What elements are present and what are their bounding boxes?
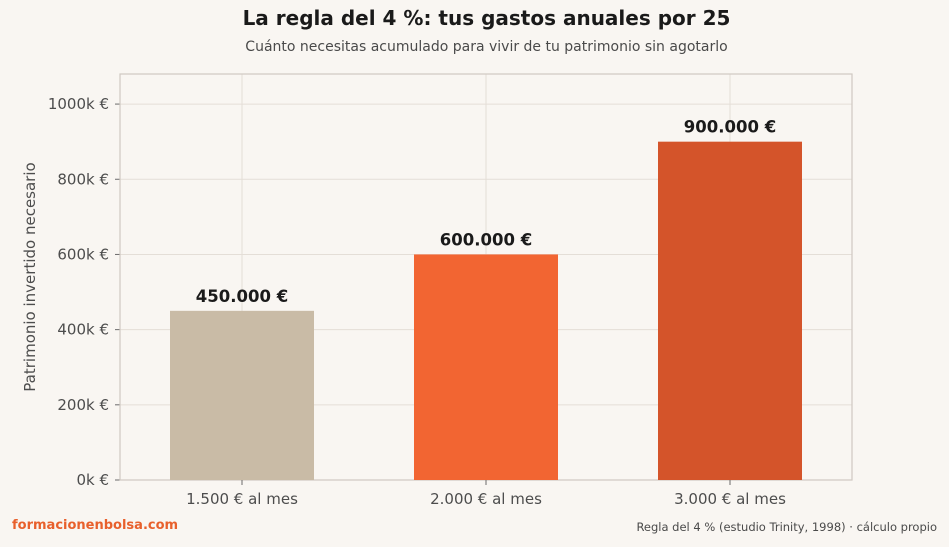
y-tick-label: 600k € <box>57 245 109 263</box>
x-tick-label: 3.000 € al mes <box>674 490 786 508</box>
brand-link[interactable]: formacionenbolsa.com <box>12 518 179 533</box>
bar <box>414 254 558 480</box>
y-tick-label: 400k € <box>57 321 109 339</box>
data-label: 900.000 € <box>684 118 776 137</box>
y-tick-label: 200k € <box>57 396 109 414</box>
x-tick-label: 1.500 € al mes <box>186 490 298 508</box>
bars-layer <box>170 141 802 480</box>
bar <box>658 141 802 480</box>
labels-layer: 0k € 200k € 400k € 600k € 800k € 1000k € 450.0… <box>48 95 786 508</box>
y-tick-label: 0k € <box>76 471 109 489</box>
data-label: 600.000 € <box>440 230 532 249</box>
source-note: Regla del 4 % (estudio Trinity, 1998) · … <box>636 520 937 534</box>
chart-title: La regla del 4 %: tus gastos anuales por… <box>242 6 731 30</box>
bar <box>170 310 314 480</box>
y-axis-title: Patrimonio invertido necesario <box>21 162 39 391</box>
data-label: 450.000 € <box>196 287 288 306</box>
y-tick-label: 1000k € <box>48 95 109 113</box>
chart-subtitle: Cuánto necesitas acumulado para vivir de… <box>245 39 728 55</box>
y-tick-label: 800k € <box>57 170 109 188</box>
x-tick-label: 2.000 € al mes <box>430 490 542 508</box>
